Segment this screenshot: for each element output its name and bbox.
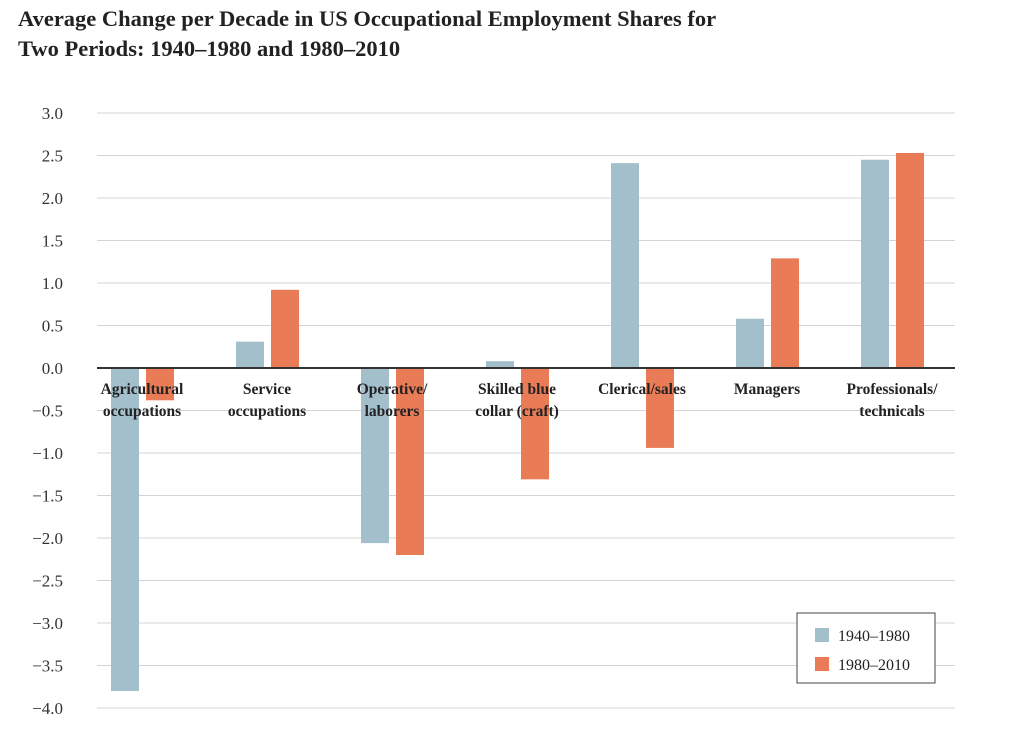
- title-line-1: Average Change per Decade in US Occupati…: [18, 6, 717, 31]
- bar-1980-2010: [646, 368, 674, 448]
- y-tick-label: 2.5: [42, 147, 63, 166]
- y-tick-label: 0.5: [42, 317, 63, 336]
- bar-1940-1980: [486, 361, 514, 368]
- category-label: Service: [243, 381, 291, 398]
- bar-1940-1980: [361, 368, 389, 544]
- bar-1980-2010: [896, 152, 924, 368]
- bar-1940-1980: [111, 368, 139, 691]
- bar-1980-2010: [146, 368, 174, 401]
- category-label: Professionals/: [847, 381, 939, 398]
- y-tick-label: −1.5: [32, 487, 63, 506]
- legend-label: 1980–2010: [838, 657, 910, 674]
- bar-1940-1980: [736, 318, 764, 368]
- bar-1980-2010: [396, 368, 424, 555]
- bar-1980-2010: [271, 289, 299, 368]
- bar-1980-2010: [521, 368, 549, 480]
- y-tick-label: 0.0: [42, 359, 63, 378]
- legend-swatch: [815, 628, 829, 642]
- title-line-2: Two Periods: 1940–1980 and 1980–2010: [18, 36, 401, 61]
- category-label: Managers: [734, 381, 800, 398]
- y-tick-label: −2.5: [32, 572, 63, 591]
- bar-1980-2010: [771, 258, 799, 368]
- category-label: Agricultural: [101, 381, 184, 398]
- y-tick-label: 3.0: [42, 104, 63, 123]
- y-tick-label: −1.0: [32, 444, 63, 463]
- y-tick-label: −4.0: [32, 699, 63, 718]
- y-tick-label: 1.0: [42, 274, 63, 293]
- y-tick-label: −2.0: [32, 529, 63, 548]
- category-label: Clerical/sales: [598, 381, 686, 398]
- bar-1940-1980: [861, 159, 889, 368]
- y-tick-label: 1.5: [42, 232, 63, 251]
- y-tick-label: 2.0: [42, 189, 63, 208]
- bar-1940-1980: [611, 163, 639, 368]
- y-tick-label: −0.5: [32, 402, 63, 421]
- category-label: Operative/: [357, 381, 428, 398]
- category-label: occupations: [103, 403, 181, 420]
- chart-title: Average Change per Decade in US Occupati…: [18, 4, 716, 64]
- category-label: collar (craft): [475, 403, 559, 420]
- category-label: technicals: [859, 403, 924, 420]
- category-label: Skilled blue: [478, 381, 556, 398]
- legend-box: [796, 612, 936, 684]
- y-tick-label: −3.5: [32, 657, 63, 676]
- bar-1940-1980: [236, 341, 264, 368]
- legend-swatch: [815, 657, 829, 671]
- legend-label: 1940–1980: [838, 628, 910, 645]
- category-label: occupations: [228, 403, 306, 420]
- category-label: laborers: [365, 403, 420, 420]
- y-tick-label: −3.0: [32, 614, 63, 633]
